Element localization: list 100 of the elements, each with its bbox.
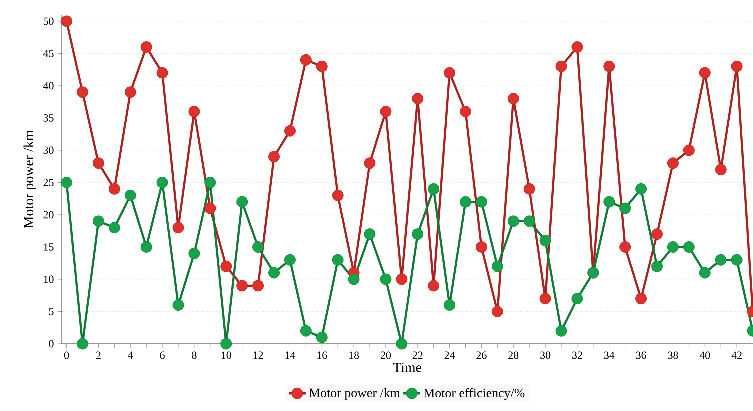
x-tick-label: 38 [668, 352, 678, 360]
point [444, 300, 456, 312]
point [284, 125, 296, 137]
point [731, 254, 743, 266]
x-tick-label: 4 [128, 352, 134, 359]
y-tick-label: 15 [44, 244, 54, 251]
point [667, 158, 679, 170]
y-axis-title: Motor power /km [24, 130, 36, 228]
point [428, 183, 440, 195]
x-tick-label: 36 [636, 352, 646, 360]
point [156, 176, 168, 188]
y-tick-label: 30 [44, 146, 54, 154]
x-axis-title: Time [393, 363, 422, 372]
point [444, 67, 456, 79]
point [300, 54, 312, 66]
point [77, 86, 88, 98]
y-tick-label: 45 [43, 50, 54, 58]
point [572, 42, 584, 53]
point [77, 338, 88, 350]
point [396, 338, 408, 350]
point [108, 222, 120, 234]
point [380, 274, 392, 286]
point [524, 216, 536, 228]
point [156, 67, 168, 79]
point [140, 42, 152, 53]
point [396, 274, 408, 286]
x-tick-label: 32 [572, 352, 582, 360]
point [540, 293, 552, 305]
point [652, 228, 663, 240]
point [620, 202, 632, 214]
x-tick-label: 22 [412, 352, 423, 360]
y-tick-label: 20 [44, 211, 54, 219]
point [556, 325, 568, 337]
legend-label: Motor power /km [309, 388, 400, 400]
point [476, 196, 488, 208]
point [683, 242, 695, 253]
point [556, 60, 568, 72]
point [252, 242, 264, 253]
x-tick-label: 40 [700, 352, 710, 360]
point [61, 176, 73, 188]
x-tick-label: 20 [380, 352, 392, 360]
point [476, 242, 488, 253]
point [188, 106, 200, 118]
point [236, 196, 248, 208]
point [699, 267, 711, 279]
point [124, 86, 136, 98]
point [204, 202, 216, 214]
x-tick-label: 2 [96, 352, 101, 360]
point [508, 93, 520, 105]
x-tick-label: 42 [732, 352, 742, 360]
point [332, 254, 344, 266]
point [636, 293, 648, 305]
point [124, 190, 136, 202]
x-tick-label: 18 [350, 352, 360, 360]
point [731, 60, 743, 72]
x-tick-label: 8 [192, 352, 197, 360]
point [284, 254, 296, 266]
point [364, 228, 376, 240]
y-tick-label: 25 [44, 179, 54, 186]
point [268, 151, 280, 163]
point [652, 260, 663, 272]
point [380, 106, 392, 118]
x-tick-label: 12 [254, 352, 264, 360]
point [683, 144, 695, 156]
point [220, 338, 232, 350]
point [620, 242, 632, 253]
point [92, 158, 104, 170]
x-tick-label: 6 [160, 352, 165, 360]
x-tick-label: 28 [508, 352, 519, 360]
point [316, 332, 328, 344]
y-tick-label: 40 [43, 82, 54, 90]
point [699, 67, 711, 79]
x-tick-label: 26 [476, 352, 487, 360]
point [364, 158, 376, 170]
point [604, 196, 616, 208]
point [492, 306, 504, 318]
x-tick-label: 24 [444, 352, 456, 360]
y-tick-label: 10 [44, 276, 54, 284]
point [460, 196, 472, 208]
point [332, 190, 344, 202]
x-tick-label: 34 [604, 352, 615, 360]
point [667, 242, 679, 253]
point [428, 280, 440, 292]
point [508, 216, 520, 228]
x-tick-label: 16 [318, 352, 328, 360]
point [412, 228, 424, 240]
point [604, 60, 616, 72]
point [636, 183, 648, 195]
point [140, 242, 152, 253]
point [268, 267, 280, 279]
point [715, 164, 727, 176]
point [460, 106, 472, 118]
point [61, 16, 73, 28]
point [348, 274, 360, 286]
x-tick-label: 14 [286, 352, 296, 360]
legend-label: Motor efficiency/% [424, 388, 525, 400]
point [220, 260, 232, 272]
point [172, 300, 184, 312]
point [92, 216, 104, 228]
x-tick-label: 30 [540, 352, 551, 360]
